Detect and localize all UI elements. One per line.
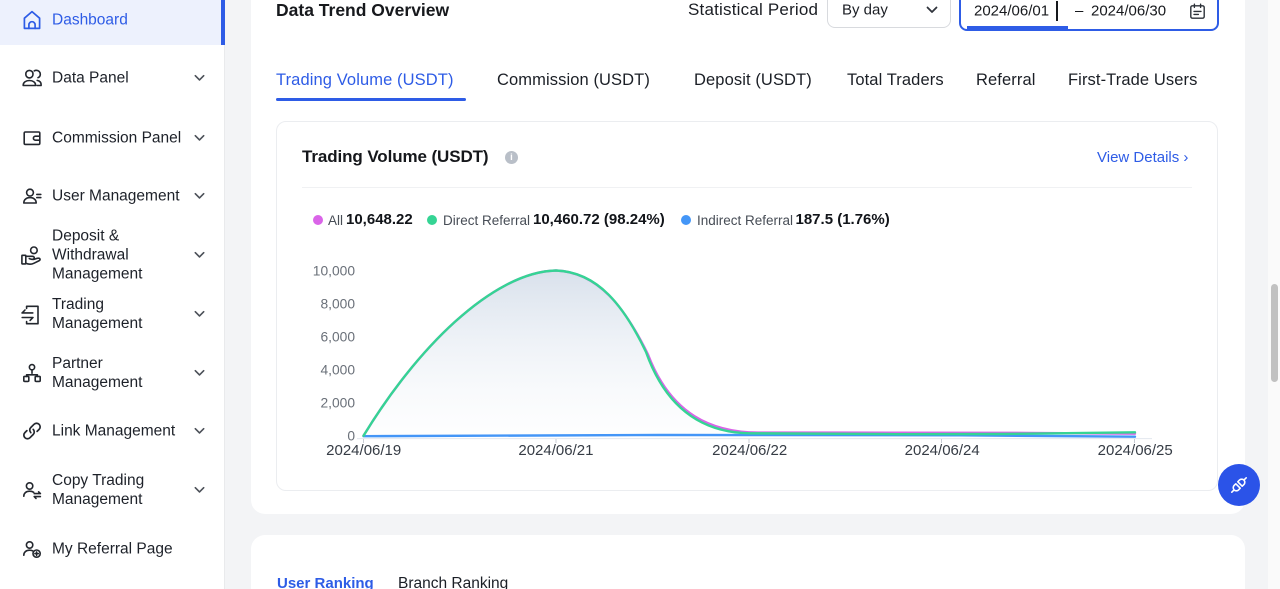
- svg-text:2024/06/19: 2024/06/19: [326, 442, 401, 459]
- svg-text:2024/06/25: 2024/06/25: [1098, 442, 1173, 459]
- svg-text:2,000: 2,000: [320, 396, 355, 411]
- svg-text:2024/06/22: 2024/06/22: [712, 442, 787, 459]
- svg-text:8,000: 8,000: [320, 297, 355, 312]
- svg-text:6,000: 6,000: [320, 330, 355, 345]
- svg-text:10,000: 10,000: [313, 264, 356, 279]
- svg-text:2024/06/21: 2024/06/21: [518, 442, 593, 459]
- svg-text:4,000: 4,000: [320, 363, 355, 378]
- svg-text:2024/06/24: 2024/06/24: [905, 442, 980, 459]
- svg-text:0: 0: [347, 429, 355, 444]
